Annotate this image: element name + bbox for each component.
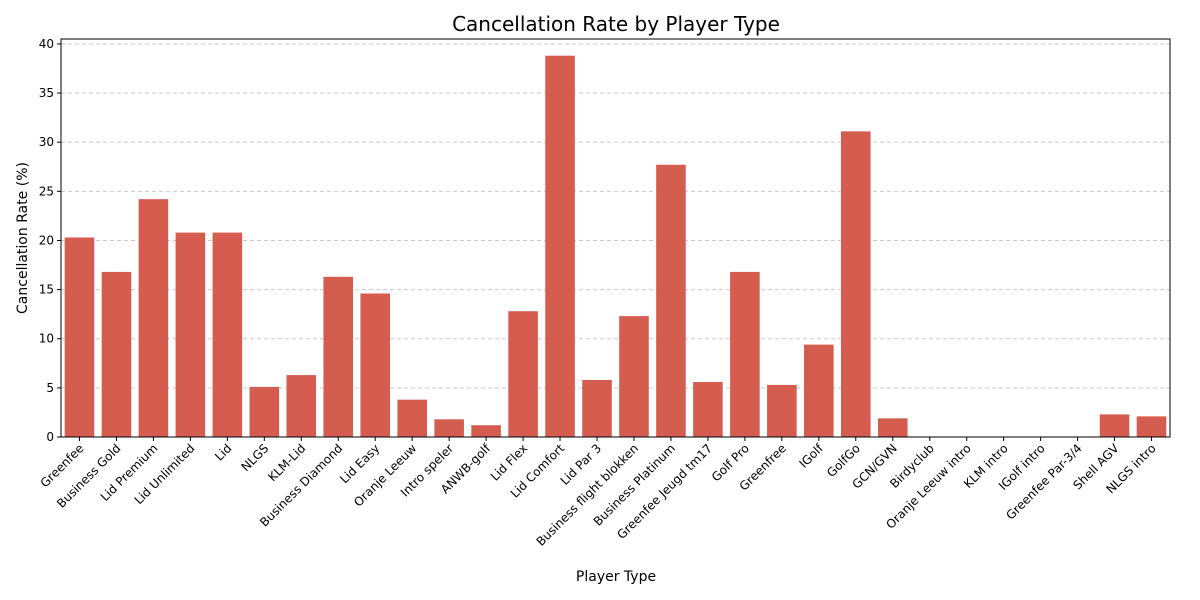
x-tick-label: IGolf xyxy=(796,441,826,471)
y-tick-label: 20 xyxy=(39,233,54,247)
bar xyxy=(138,199,169,437)
x-tick-label: NLGS xyxy=(239,441,272,474)
y-tick-label: 40 xyxy=(39,37,54,51)
bar xyxy=(360,293,391,437)
bar xyxy=(212,232,243,437)
bar xyxy=(1136,416,1167,437)
y-tick-label: 25 xyxy=(39,184,54,198)
bar xyxy=(286,375,317,437)
bar xyxy=(619,316,649,437)
y-tick-label: 10 xyxy=(39,332,54,346)
x-tick-label: Lid xyxy=(212,441,234,463)
y-tick-label: 35 xyxy=(39,86,54,100)
x-axis-title: Player Type xyxy=(576,569,656,585)
grid-lines xyxy=(61,43,1170,438)
bar xyxy=(693,381,723,437)
bar xyxy=(101,271,132,437)
bar xyxy=(175,232,206,437)
bar xyxy=(249,386,280,437)
chart-title: Cancellation Rate by Player Type xyxy=(452,12,780,36)
plot-frame xyxy=(60,38,1171,438)
bar xyxy=(434,419,464,437)
y-tick-label: 0 xyxy=(46,430,54,444)
y-tick-label: 30 xyxy=(39,135,54,149)
bar xyxy=(397,399,427,437)
x-tick-label: Business Gold xyxy=(54,441,124,511)
bar xyxy=(1099,414,1130,437)
y-axis-title: Cancellation Rate (%) xyxy=(15,162,31,314)
bar xyxy=(767,384,797,437)
bar xyxy=(877,418,908,437)
bar xyxy=(804,344,834,437)
bar xyxy=(840,131,871,437)
bar xyxy=(545,55,575,437)
bar xyxy=(730,271,760,437)
bar xyxy=(323,276,354,437)
bar xyxy=(582,380,612,437)
bars xyxy=(64,55,1167,437)
y-tick-label: 15 xyxy=(39,283,54,297)
bar xyxy=(656,164,686,437)
bar xyxy=(508,311,538,437)
y-axis-ticks: 0 5 10 15 20 25 30 35 40 xyxy=(39,37,61,444)
y-tick-label: 5 xyxy=(46,381,54,395)
bar xyxy=(64,237,95,437)
bar xyxy=(471,425,501,437)
